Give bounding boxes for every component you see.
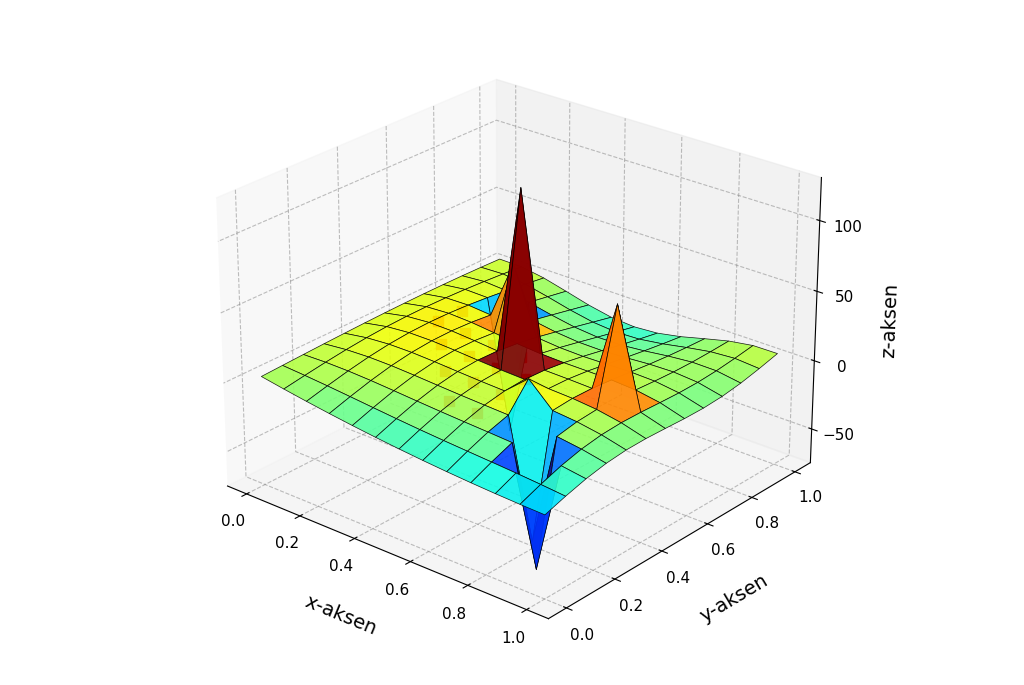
Y-axis label: y-aksen: y-aksen: [696, 571, 771, 626]
X-axis label: x-aksen: x-aksen: [302, 592, 379, 638]
